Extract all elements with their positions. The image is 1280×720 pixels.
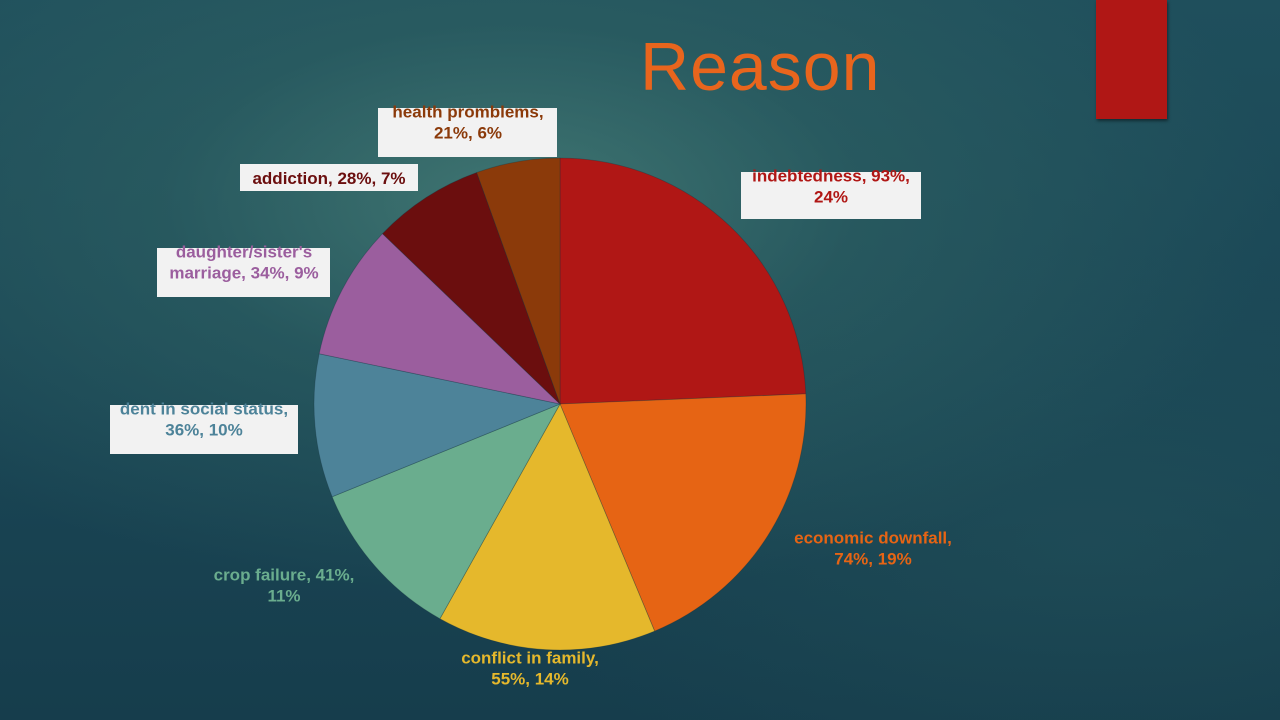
data-label-daughter-sister-s-marriage: daughter/sister's marriage, 34%, 9% (169, 243, 318, 283)
data-label-crop-failure: crop failure, 41%, 11% (214, 566, 355, 606)
data-label-conflict-in-family: conflict in family, 55%, 14% (461, 649, 599, 689)
data-label-indebtedness: indebtedness, 93%, 24% (752, 167, 910, 207)
pie-slices (313, 157, 807, 651)
data-label-economic-downfall: economic downfall, 74%, 19% (794, 529, 952, 569)
data-label-box (110, 405, 298, 454)
slide-title: Reason (640, 29, 881, 105)
accent-bar (1096, 0, 1167, 119)
pie-slice-daughter-sister-s-marriage (318, 233, 562, 405)
pie-slice-indebtedness (559, 157, 807, 405)
data-label-dent-in-social-status: dent in social status, 36%, 10% (120, 400, 288, 440)
data-label-addiction: addiction, 28%, 7% (252, 169, 405, 188)
pie-slice-dent-in-social-status (313, 353, 562, 498)
pie-slice-economic-downfall (559, 393, 807, 632)
data-label-health-promblems: health promblems, 21%, 6% (392, 103, 543, 143)
data-label-box (240, 164, 418, 191)
pie-slice-conflict-in-family (439, 403, 656, 651)
data-label-box (378, 108, 557, 157)
pie-slice-health-promblems (476, 157, 561, 405)
pie-slice-crop-failure (331, 403, 561, 620)
data-label-box (157, 248, 330, 297)
pie-slice-addiction (381, 172, 561, 405)
pie-labels: indebtedness, 93%, 24% economic downfall, 7… (110, 103, 952, 689)
data-label-box (741, 172, 921, 219)
